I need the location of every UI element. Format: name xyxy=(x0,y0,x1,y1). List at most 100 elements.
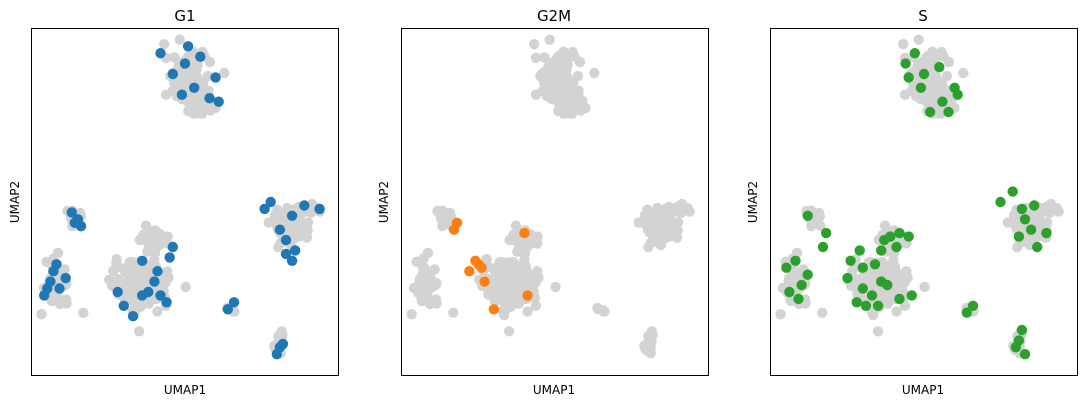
highlighted-cell-point xyxy=(222,304,233,315)
highlighted-cell-point xyxy=(1029,200,1040,211)
highlighted-cell-point xyxy=(155,48,166,59)
highlighted-cell-point xyxy=(228,297,240,308)
highlighted-cell-point xyxy=(271,349,282,360)
background-cell-point xyxy=(891,306,902,317)
highlighted-cell-point xyxy=(915,82,927,94)
highlighted-cell-point xyxy=(817,241,829,253)
highlighted-cell-point xyxy=(69,217,81,228)
highlighted-cell-point xyxy=(164,252,175,263)
background-cell-point xyxy=(663,230,674,241)
background-cell-point xyxy=(219,67,230,79)
highlighted-cell-point xyxy=(995,196,1006,208)
background-cell-point xyxy=(541,85,553,96)
background-cell-point xyxy=(539,52,550,63)
highlighted-cell-point xyxy=(943,106,954,118)
background-cell-point xyxy=(293,230,304,241)
highlighted-cell-point xyxy=(299,200,310,211)
background-cell-point xyxy=(496,272,507,283)
highlighted-cell-point xyxy=(274,224,286,235)
background-cell-point xyxy=(643,242,654,253)
highlighted-cell-point xyxy=(280,234,292,246)
background-cell-point xyxy=(169,52,180,63)
highlighted-cell-point xyxy=(857,262,868,273)
background-cell-point xyxy=(672,217,684,228)
y-axis-label: UMAP2 xyxy=(8,181,22,223)
background-cell-point xyxy=(1012,242,1023,253)
background-cell-point xyxy=(104,274,115,285)
background-cell-point xyxy=(272,204,283,215)
background-cell-point xyxy=(159,39,170,50)
background-cell-point xyxy=(126,272,137,283)
highlighted-cell-point xyxy=(1041,227,1052,239)
highlighted-cell-point xyxy=(60,272,71,284)
background-cell-point xyxy=(1045,205,1056,216)
background-cell-point xyxy=(919,281,930,293)
background-cell-point xyxy=(888,254,899,265)
highlighted-cell-point xyxy=(195,51,206,62)
background-cell-point xyxy=(525,273,536,284)
background-cell-point xyxy=(180,281,191,293)
highlighted-cell-point xyxy=(802,269,813,280)
highlighted-cell-point xyxy=(781,262,792,273)
background-cell-point xyxy=(775,309,786,320)
background-cell-point xyxy=(406,309,417,320)
highlighted-cell-point xyxy=(876,245,887,256)
background-cell-point xyxy=(416,295,428,307)
highlighted-cell-point xyxy=(872,300,884,311)
background-cell-point xyxy=(302,217,314,228)
highlighted-cell-point xyxy=(127,311,139,322)
background-cell-point xyxy=(273,242,284,253)
highlighted-cell-point xyxy=(470,255,481,266)
plot-frame xyxy=(770,28,1078,376)
background-cell-point xyxy=(486,288,497,300)
background-cell-point xyxy=(522,306,533,317)
highlighted-cell-point xyxy=(900,58,911,69)
background-cell-point xyxy=(424,298,436,310)
highlighted-cell-point xyxy=(280,248,292,260)
background-cell-point xyxy=(149,254,160,265)
background-cell-point xyxy=(899,89,911,100)
highlighted-cell-point xyxy=(906,290,917,301)
background-cell-point xyxy=(814,211,826,222)
background-cell-point xyxy=(676,205,687,216)
background-cell-point xyxy=(958,67,969,79)
background-cell-point xyxy=(503,326,515,337)
background-cell-point xyxy=(416,285,427,296)
y-axis-label: UMAP2 xyxy=(746,181,760,223)
highlighted-cell-point xyxy=(179,58,191,69)
highlighted-cell-point xyxy=(265,196,276,208)
highlighted-cell-point xyxy=(1013,335,1025,346)
highlighted-cell-point xyxy=(1032,241,1043,253)
background-cell-point xyxy=(422,247,434,259)
background-cell-point xyxy=(514,286,525,297)
background-cell-point xyxy=(182,75,193,87)
background-cell-point xyxy=(672,225,683,236)
highlighted-cell-point xyxy=(882,279,893,291)
background-cell-point xyxy=(112,261,124,272)
highlighted-cell-point xyxy=(934,61,945,73)
background-cell-point xyxy=(569,51,580,62)
background-cell-point xyxy=(41,256,52,267)
background-cell-point xyxy=(1041,217,1053,228)
highlighted-cell-point xyxy=(909,48,920,59)
background-cell-point xyxy=(302,225,313,236)
highlighted-cell-point xyxy=(845,255,856,266)
background-cell-point xyxy=(650,236,661,247)
background-cell-point xyxy=(913,34,924,45)
highlighted-cell-point xyxy=(1025,224,1037,235)
highlighted-cell-point xyxy=(451,217,463,228)
background-cell-point xyxy=(152,306,163,317)
background-cell-point xyxy=(530,300,542,311)
background-cell-point xyxy=(553,65,565,77)
highlighted-cell-point xyxy=(937,96,948,107)
highlighted-cell-point xyxy=(259,203,270,215)
background-cell-point xyxy=(932,85,944,97)
highlighted-cell-point xyxy=(796,279,807,291)
background-cell-point xyxy=(921,51,933,63)
highlighted-cell-point xyxy=(66,207,78,218)
highlighted-cell-point xyxy=(118,300,129,311)
highlighted-cell-point xyxy=(182,41,194,52)
highlighted-cell-point xyxy=(784,286,795,298)
highlighted-cell-point xyxy=(204,93,215,104)
highlighted-cell-point xyxy=(149,276,160,287)
